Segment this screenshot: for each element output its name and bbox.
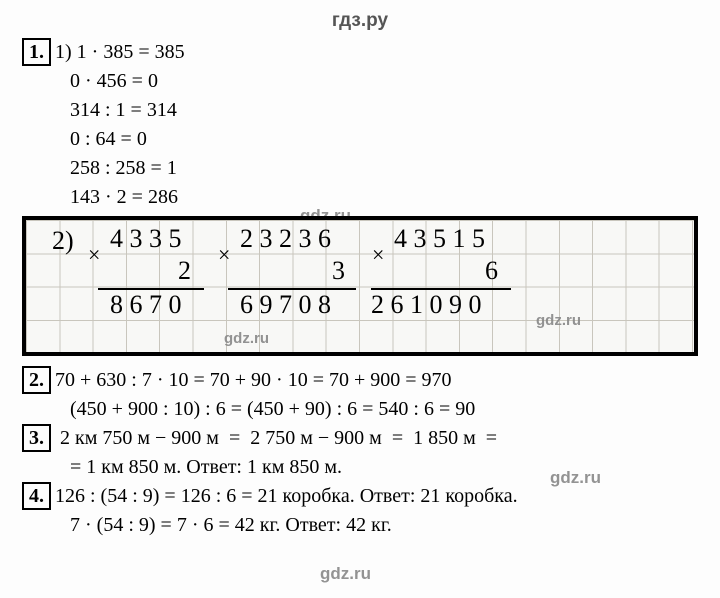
watermark-grid-2: gdz.ru	[536, 312, 581, 329]
mult-sign-1: ×	[88, 242, 100, 268]
task1-e2: 0 · 456 = 0	[22, 67, 698, 96]
task1-lead: 1)	[55, 41, 77, 63]
m2-b: 3	[332, 256, 345, 286]
watermark-bottom: gdz.ru	[320, 564, 371, 584]
task4-l2: 7 · (54 : 9) = 7 · 6 = 42 кг. Ответ: 42 …	[22, 511, 698, 540]
m1-b: 2	[178, 256, 191, 286]
m3-b: 6	[485, 256, 498, 286]
task2-line1: 2.70 + 630 : 7 · 10 = 70 + 90 · 10 = 70 …	[22, 366, 698, 395]
task1-e1: 1 · 385 = 385	[77, 41, 185, 63]
m3-a: 4 3 5 1 5	[394, 224, 485, 254]
m1-a: 4 3 3 5	[110, 224, 182, 254]
task1-e4: 0 : 64 = 0	[22, 125, 698, 154]
mult-sign-2: ×	[218, 242, 230, 268]
task3-l2: = 1 км 850 м. Ответ: 1 км 850 м.	[22, 453, 698, 482]
grid-box: 2) × 4 3 3 5 2 8 6 7 0 × 2 3 2 3 6 3 6 9…	[22, 216, 698, 356]
task4-line1: 4.126 : (54 : 9) = 126 : 6 = 21 коробка.…	[22, 482, 698, 511]
task1-line1: 1.1) 1 · 385 = 385	[22, 38, 698, 67]
task1-number: 1.	[22, 38, 51, 66]
task3-number: 3.	[22, 424, 51, 452]
grid-lead: 2)	[52, 226, 74, 256]
mult-sign-3: ×	[372, 242, 384, 268]
watermark-grid-1: gdz.ru	[224, 330, 269, 347]
task1-e6: 143 · 2 = 286	[22, 183, 698, 212]
task2-l1: 70 + 630 : 7 · 10 = 70 + 90 · 10 = 70 + …	[55, 369, 452, 391]
task4-l1: 126 : (54 : 9) = 126 : 6 = 21 коробка. О…	[55, 485, 518, 507]
task3-line1: 3. 2 км 750 м − 900 м = 2 750 м − 900 м …	[22, 424, 698, 453]
m2-a: 2 3 2 3 6	[240, 224, 331, 254]
task2-number: 2.	[22, 366, 51, 394]
task3-l1: 2 км 750 м − 900 м = 2 750 м − 900 м = 1…	[55, 427, 497, 449]
m2-p: 6 9 7 0 8	[240, 290, 331, 320]
task4-number: 4.	[22, 482, 51, 510]
m3-p: 2 6 1 0 9 0	[371, 290, 482, 320]
task2-l2: (450 + 900 : 10) : 6 = (450 + 90) : 6 = …	[22, 395, 698, 424]
page-header: гдз.ру	[22, 10, 698, 32]
page-root: гдз.ру 1.1) 1 · 385 = 385 0 · 456 = 0 31…	[0, 0, 720, 540]
task1-e5: 258 : 258 = 1	[22, 154, 698, 183]
m1-p: 8 6 7 0	[110, 290, 182, 320]
task1-e3: 314 : 1 = 314	[22, 96, 698, 125]
